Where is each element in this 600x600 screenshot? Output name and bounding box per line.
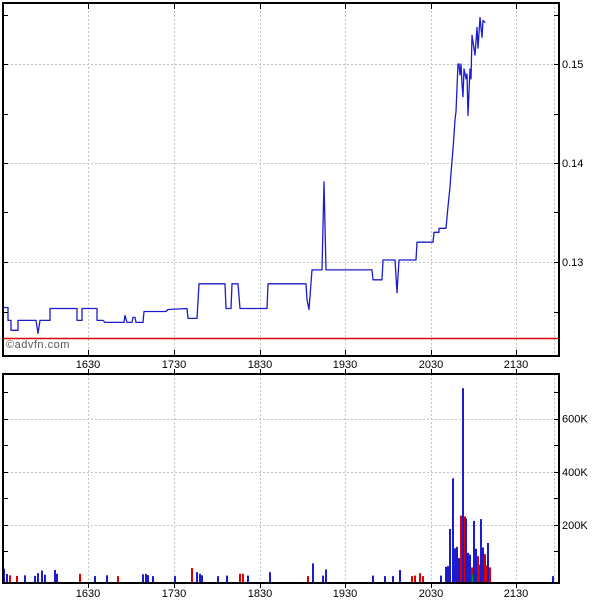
volume-bar: [392, 576, 394, 583]
volume-bar: [411, 576, 413, 583]
volume-bar: [477, 556, 479, 583]
volume-bar: [79, 573, 81, 583]
volume-bar: [34, 575, 36, 583]
volume-bar: [489, 567, 491, 583]
price-line: [3, 16, 486, 334]
volume-bar: [226, 575, 228, 583]
volume-bar: [447, 566, 449, 583]
volume-bar: [452, 478, 454, 583]
volume-bar: [482, 547, 484, 583]
volume-bar: [445, 566, 447, 583]
volume-bar: [117, 576, 119, 583]
time-axis-label: 1630: [76, 588, 100, 600]
volume-bar: [142, 574, 144, 583]
volume-bar: [201, 575, 203, 583]
volume-bar: [191, 567, 193, 583]
volume-bar: [312, 563, 314, 583]
volume-bar: [460, 515, 462, 583]
time-axis-label: 2130: [504, 359, 528, 371]
time-axis-label: 1830: [248, 359, 272, 371]
volume-bar: [484, 554, 486, 583]
volume-bar: [269, 572, 271, 583]
time-axis-label: 1730: [162, 588, 186, 600]
volume-bar: [6, 574, 8, 583]
volume-bar: [422, 576, 424, 583]
advfn-watermark: ©advfn.com: [6, 339, 70, 351]
volume-bar: [487, 543, 489, 583]
volume-bar: [147, 575, 149, 583]
volume-bar: [552, 576, 554, 583]
volume-bar: [196, 572, 198, 583]
volume-bar: [462, 388, 464, 583]
volume-bar: [475, 548, 477, 583]
time-axis-label: 2130: [504, 588, 528, 600]
volume-bar: [458, 558, 460, 583]
price-axis-label: 0.15: [562, 59, 583, 71]
volume-bar: [44, 574, 46, 583]
volume-bar: [469, 554, 471, 583]
volume-bar: [480, 519, 482, 583]
time-axis-label: 1930: [333, 588, 357, 600]
volume-bar: [41, 570, 43, 583]
volume-bar: [56, 573, 58, 583]
volume-bar: [37, 573, 39, 583]
volume-bar: [24, 575, 26, 583]
volume-bar: [325, 569, 327, 583]
volume-bar: [145, 573, 147, 583]
time-axis-label: 1830: [248, 588, 272, 600]
volume-axis-label: 600K: [562, 414, 588, 426]
volume-bar: [217, 576, 219, 583]
volume-bar: [419, 573, 421, 583]
price-axis-label: 0.13: [562, 257, 583, 269]
volume-bar: [467, 552, 469, 583]
time-axis-label: 2030: [419, 588, 443, 600]
volume-bar: [174, 576, 176, 583]
volume-bar: [454, 548, 456, 583]
volume-bar: [106, 575, 108, 583]
volume-bar: [54, 570, 56, 583]
volume-bar: [242, 573, 244, 583]
volume-bar: [465, 518, 467, 583]
volume-bar: [307, 576, 309, 583]
volume-bar: [473, 520, 475, 583]
volume-bar: [199, 573, 201, 583]
volume-bar: [322, 575, 324, 583]
price-panel-border: [2, 2, 560, 357]
volume-bar: [94, 576, 96, 583]
volume-bar: [372, 575, 374, 583]
volume-bar: [449, 528, 451, 583]
volume-bar: [384, 576, 386, 583]
time-axis-label: 1630: [76, 359, 100, 371]
volume-bar: [247, 575, 249, 583]
volume-bar: [16, 575, 18, 583]
volume-bar: [456, 546, 458, 583]
price-axis-label: 0.14: [562, 158, 583, 170]
volume-bar: [440, 575, 442, 583]
time-axis-label: 2030: [419, 359, 443, 371]
volume-bar: [414, 575, 416, 583]
volume-bar: [239, 573, 241, 583]
volume-bar: [9, 575, 11, 583]
volume-bar: [152, 576, 154, 583]
volume-panel-border: [2, 373, 560, 584]
volume-axis-label: 400K: [562, 467, 588, 479]
time-axis-label: 1930: [333, 359, 357, 371]
volume-axis-label: 200K: [562, 520, 588, 532]
time-axis-label: 1730: [162, 359, 186, 371]
volume-bar: [399, 570, 401, 583]
